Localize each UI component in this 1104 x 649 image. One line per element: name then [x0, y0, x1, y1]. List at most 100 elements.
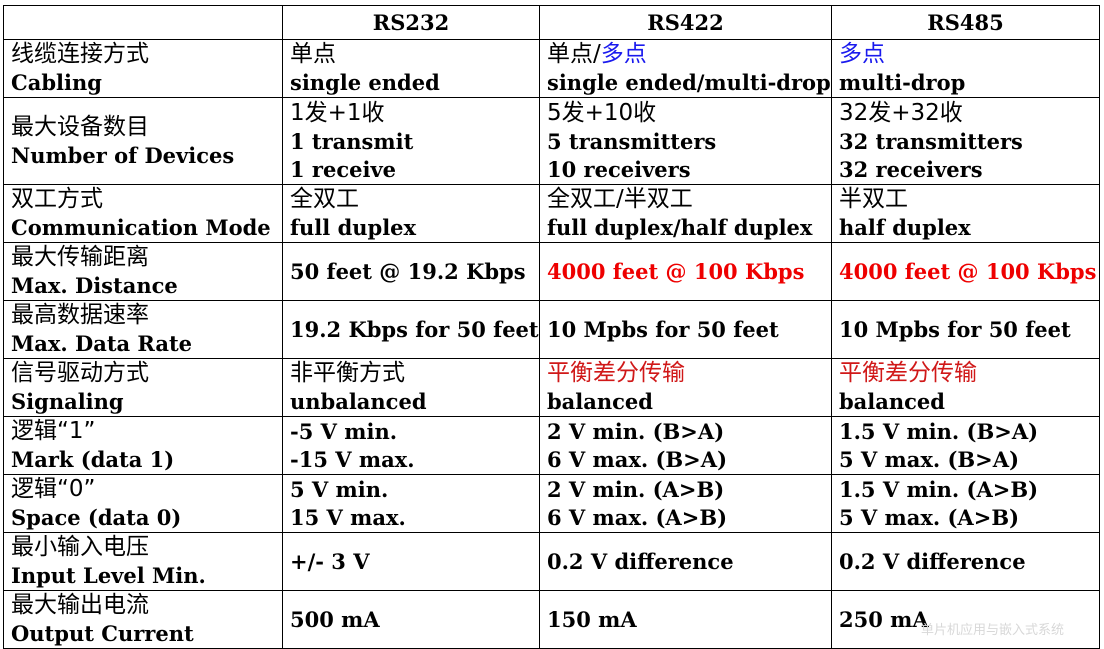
- label-en: Mark (data 1): [11, 447, 175, 472]
- cell-en: 1 transmit: [290, 128, 414, 154]
- cell-zh: 5发+10收: [547, 99, 657, 126]
- cell-en: full duplex/half duplex: [547, 215, 813, 240]
- cell-zh: 1发+1收: [290, 99, 385, 126]
- cell-rs422: 150 mA: [539, 590, 832, 649]
- watermark: 单片机应用与嵌入式系统: [920, 623, 1064, 638]
- cell-rs232: 全双工 full duplex: [282, 184, 540, 243]
- cell-rs232: 19.2 Kbps for 50 feet: [282, 300, 540, 359]
- row-label: 信号驱动方式 Signaling: [3, 358, 283, 417]
- cell-zh: 半双工: [839, 186, 908, 212]
- label-zh: 逻辑“1”: [11, 418, 96, 444]
- cell-rs232: 单点 single ended: [282, 39, 540, 98]
- label-en: Space (data 0): [11, 505, 182, 530]
- row-label: 最小输入电压 Input Level Min.: [3, 532, 283, 591]
- cell-en: +/- 3 V: [290, 548, 370, 574]
- cell-rs422: 4000 feet @ 100 Kbps: [539, 242, 832, 301]
- label-en: Max. Data Rate: [11, 331, 193, 356]
- row-label: 最大设备数目 Number of Devices: [3, 97, 283, 185]
- label-zh: 最大输出电流: [11, 592, 149, 618]
- row-label: 最大传输距离 Max. Distance: [3, 242, 283, 301]
- cell-zh-part-highlight: 多点: [600, 41, 647, 67]
- cell-rs422: 10 Mpbs for 50 feet: [539, 300, 832, 359]
- cell-rs485: 半双工 half duplex: [831, 184, 1100, 243]
- cell-rs232: 非平衡方式 unbalanced: [282, 358, 540, 417]
- cell-en: 5 transmitters: [547, 128, 717, 154]
- row-label: 最高数据速率 Max. Data Rate: [3, 300, 283, 359]
- header-rs422: RS422: [539, 5, 832, 40]
- cell-en: 500 mA: [290, 606, 380, 632]
- cell-zh: 非平衡方式: [290, 360, 405, 386]
- cell-rs232: 5 V min. 15 V max.: [282, 474, 540, 533]
- cell-rs422: 5发+10收 5 transmitters 10 receivers: [539, 97, 832, 185]
- cell-rs422: 单点/多点 single ended/multi-drop: [539, 39, 832, 98]
- cell-en: 0.2 V difference: [839, 548, 1026, 574]
- cell-en: -5 V min.: [290, 418, 398, 444]
- header-rs232: RS232: [282, 5, 540, 40]
- row-label: 线缆连接方式 Cabling: [3, 39, 283, 98]
- cell-rs232: 50 feet @ 19.2 Kbps: [282, 242, 540, 301]
- cell-en: 32 transmitters: [839, 128, 1023, 154]
- cell-en: 150 mA: [547, 606, 637, 632]
- header-row: RS232 RS422 RS485: [3, 5, 1100, 40]
- row-label: 双工方式 Communication Mode: [3, 184, 283, 243]
- cell-en: 2 V min. (B>A): [547, 418, 725, 444]
- cell-en: 0.2 V difference: [547, 548, 734, 574]
- label-zh: 最大传输距离: [11, 244, 149, 270]
- label-en: Max. Distance: [11, 273, 178, 298]
- cell-rs485: 4000 feet @ 100 Kbps: [831, 242, 1100, 301]
- cell-en: 1.5 V min. (B>A): [839, 418, 1039, 444]
- row-label: 逻辑“0” Space (data 0): [3, 474, 283, 533]
- cell-zh: 单点/多点: [547, 40, 831, 69]
- label-zh: 最高数据速率: [11, 302, 149, 328]
- cell-zh: 单点: [290, 41, 336, 67]
- cell-en: 1 receive: [290, 156, 397, 182]
- cell-rs422: 2 V min. (A>B) 6 V max. (A>B): [539, 474, 832, 533]
- cell-en: balanced: [547, 389, 653, 414]
- cell-rs232: -5 V min. -15 V max.: [282, 416, 540, 475]
- cell-en: 10 Mpbs for 50 feet: [839, 316, 1071, 342]
- cell-zh-part: 单点/: [547, 41, 601, 67]
- cell-en: unbalanced: [290, 389, 427, 414]
- cell-rs422: 全双工/半双工 full duplex/half duplex: [539, 184, 832, 243]
- cell-en-highlight: 4000 feet @ 100 Kbps: [547, 258, 805, 284]
- cell-en: balanced: [839, 389, 945, 414]
- cell-zh: 全双工/半双工: [547, 186, 693, 212]
- cell-rs485: 0.2 V difference: [831, 532, 1100, 591]
- cell-rs485: 32发+32收 32 transmitters 32 receivers: [831, 97, 1100, 185]
- cell-en: single ended: [290, 70, 440, 95]
- table-row: 信号驱动方式 Signaling 非平衡方式 unbalanced 平衡差分传输…: [3, 358, 1100, 417]
- label-en: Signaling: [11, 389, 124, 414]
- table-row: 线缆连接方式 Cabling 单点 single ended 单点/多点 sin…: [3, 39, 1100, 98]
- cell-en-highlight: 4000 feet @ 100 Kbps: [839, 258, 1097, 284]
- label-en: Output Current: [11, 621, 194, 646]
- table-row: 逻辑“0” Space (data 0) 5 V min. 15 V max. …: [3, 474, 1100, 533]
- cell-rs485: 平衡差分传输 balanced: [831, 358, 1100, 417]
- cell-en: 6 V max. (B>A): [547, 446, 728, 472]
- header-corner: [3, 5, 283, 40]
- cell-en: 15 V max.: [290, 504, 406, 530]
- table-row: 最高数据速率 Max. Data Rate 19.2 Kbps for 50 f…: [3, 300, 1100, 359]
- label-en: Number of Devices: [11, 142, 235, 168]
- cell-en: -15 V max.: [290, 446, 415, 472]
- cell-rs422: 2 V min. (B>A) 6 V max. (B>A): [539, 416, 832, 475]
- table-row: 双工方式 Communication Mode 全双工 full duplex …: [3, 184, 1100, 243]
- cell-rs485: 1.5 V min. (B>A) 5 V max. (B>A): [831, 416, 1100, 475]
- cell-en: 5 V min.: [290, 476, 389, 502]
- cell-en: 19.2 Kbps for 50 feet: [290, 316, 539, 342]
- cell-en: 1.5 V min. (A>B): [839, 476, 1039, 502]
- table-row: 最大传输距离 Max. Distance 50 feet @ 19.2 Kbps…: [3, 242, 1100, 301]
- comparison-table: RS232 RS422 RS485 线缆连接方式 Cabling 单点 sing…: [3, 5, 1100, 649]
- label-en: Cabling: [11, 70, 102, 95]
- cell-rs485: 250 mA: [831, 590, 1100, 649]
- cell-en: 50 feet @ 19.2 Kbps: [290, 258, 526, 284]
- cell-en: 10 Mpbs for 50 feet: [547, 316, 779, 342]
- cell-rs485: 1.5 V min. (A>B) 5 V max. (A>B): [831, 474, 1100, 533]
- cell-rs422: 0.2 V difference: [539, 532, 832, 591]
- cell-rs232: 1发+1收 1 transmit 1 receive: [282, 97, 540, 185]
- cell-en: single ended/multi-drop: [547, 70, 831, 95]
- header-rs485: RS485: [831, 5, 1100, 40]
- label-en: Communication Mode: [11, 215, 271, 240]
- row-label: 逻辑“1” Mark (data 1): [3, 416, 283, 475]
- cell-zh-highlight: 平衡差分传输: [547, 360, 685, 386]
- label-zh: 最小输入电压: [11, 534, 149, 560]
